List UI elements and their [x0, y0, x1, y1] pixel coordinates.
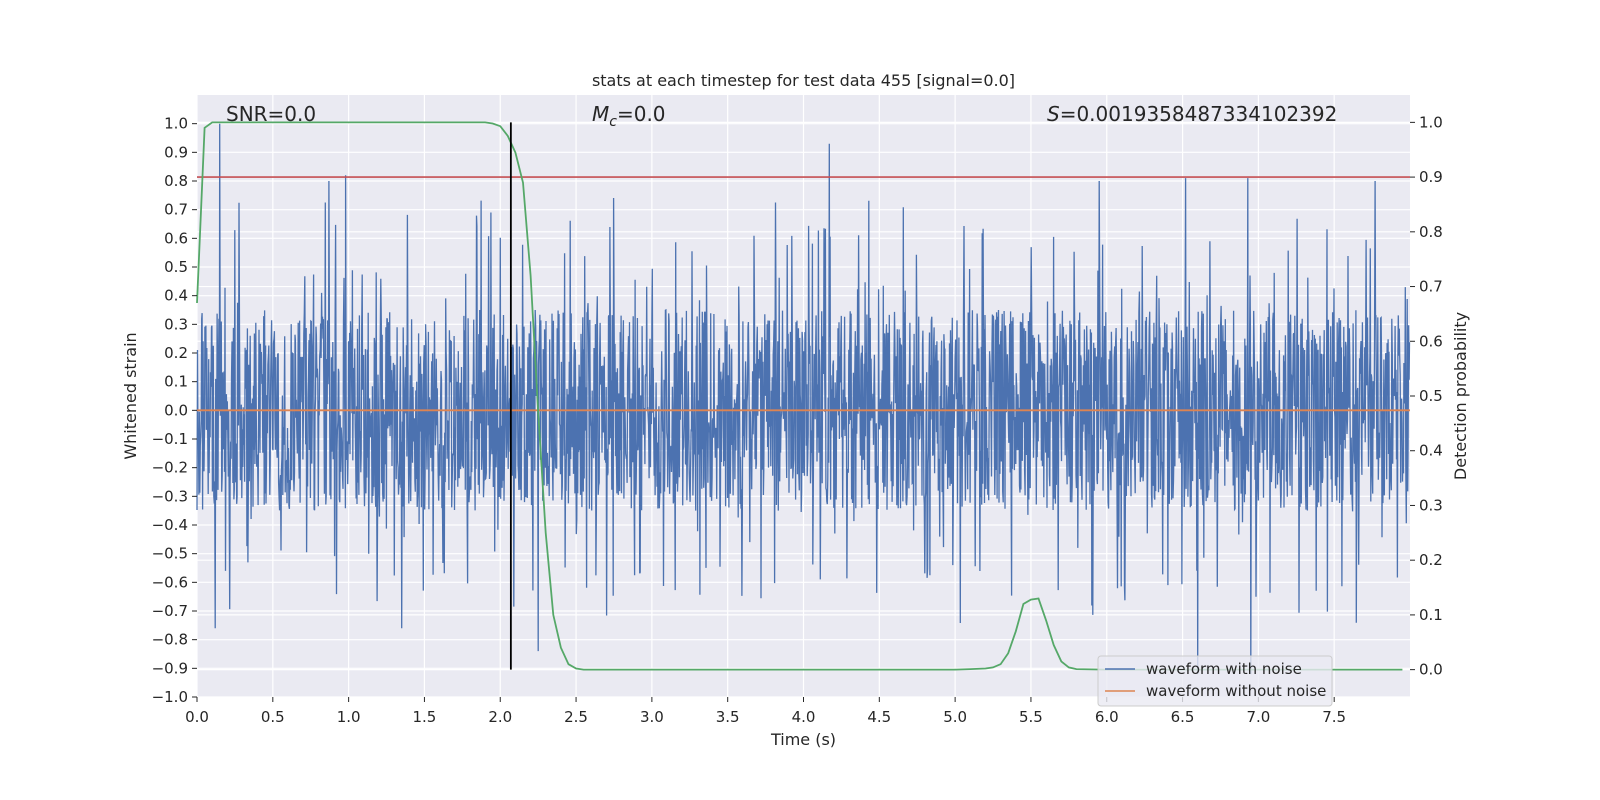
y-left-tick-label: 0.1 — [164, 373, 188, 391]
y-right-tick-label: 0.6 — [1419, 332, 1443, 350]
y-axis-left-label: Whitened strain — [121, 332, 140, 459]
series-waveform-with-noise — [196, 123, 1411, 675]
y-left-tick-label: 0.9 — [164, 143, 188, 161]
y-left-tick-label: 0.3 — [164, 315, 188, 333]
chirp-mass-value: =0.0 — [617, 102, 666, 126]
legend-box — [1097, 655, 1333, 707]
y-left-tick-label: 0.2 — [164, 344, 188, 362]
y-right-tick-label: 0.1 — [1419, 606, 1443, 624]
detection-probability-line — [196, 121, 1403, 671]
chirp-mass-symbol: M — [592, 102, 609, 126]
y-left-tick-label: −0.2 — [152, 459, 188, 477]
x-tick-label: 3.5 — [716, 708, 740, 726]
legend: waveform with noise waveform without noi… — [1097, 655, 1333, 707]
waveform-with-noise-line — [196, 123, 1411, 675]
x-axis-label: Time (s) — [770, 730, 836, 749]
y-left-tick-label: −0.4 — [152, 516, 188, 534]
legend-label-noise: waveform with noise — [1146, 660, 1302, 678]
y-right-tick-label: 0.5 — [1419, 387, 1443, 405]
y-right-tick-label: 0.7 — [1419, 278, 1443, 296]
x-tick-label: 7.5 — [1322, 708, 1346, 726]
x-tick-label: 4.5 — [867, 708, 891, 726]
chart-title: stats at each timestep for test data 455… — [592, 71, 1015, 90]
x-tick-label: 4.0 — [792, 708, 816, 726]
y-axis-right-ticks: 0.0 0.1 0.2 0.3 0.4 0.5 0.6 0.7 0.8 0.9 1.0 — [1410, 113, 1443, 679]
x-tick-label: 6.5 — [1171, 708, 1195, 726]
x-tick-label: 1.5 — [413, 708, 437, 726]
y-right-tick-label: 1.0 — [1419, 113, 1443, 131]
x-tick-label: 7.0 — [1246, 708, 1270, 726]
y-axis-right-label: Detection probability — [1451, 312, 1470, 480]
y-left-tick-label: −0.9 — [152, 659, 188, 677]
s-statistic-value: =0.0019358487334102392 — [1060, 102, 1338, 126]
legend-label-clean: waveform without noise — [1146, 682, 1326, 700]
series-detection-probability — [196, 121, 1403, 671]
y-left-tick-label: 0.0 — [164, 401, 188, 419]
chirp-mass-subscript: c — [609, 114, 617, 130]
y-right-tick-label: 0.8 — [1419, 223, 1443, 241]
y-left-tick-label: −1.0 — [152, 688, 188, 706]
y-left-tick-label: 0.7 — [164, 201, 188, 219]
y-left-tick-label: −0.1 — [152, 430, 188, 448]
y-left-tick-label: −0.3 — [152, 487, 188, 505]
y-left-tick-label: 0.8 — [164, 172, 188, 190]
x-tick-label: 6.0 — [1095, 708, 1119, 726]
snr-annotation: SNR=0.0 — [226, 102, 316, 126]
s-statistic-symbol: S — [1047, 102, 1060, 126]
y-left-tick-label: −0.7 — [152, 602, 188, 620]
s-statistic-annotation: S=0.0019358487334102392 — [1047, 102, 1337, 126]
y-left-tick-label: −0.6 — [152, 573, 188, 591]
y-left-tick-label: 1.0 — [164, 115, 188, 133]
y-left-tick-label: 0.6 — [164, 229, 188, 247]
y-right-tick-label: 0.9 — [1419, 168, 1443, 186]
y-left-tick-label: −0.5 — [152, 545, 188, 563]
x-tick-label: 0.0 — [185, 708, 209, 726]
x-tick-label: 2.0 — [488, 708, 512, 726]
chirp-mass-annotation: Mc=0.0 — [592, 102, 666, 130]
y-left-tick-label: 0.5 — [164, 258, 188, 276]
x-tick-label: 5.5 — [1019, 708, 1043, 726]
y-left-tick-label: 0.4 — [164, 287, 188, 305]
y-axis-left-ticks: −1.0 −0.9 −0.8 −0.7 −0.6 −0.5 −0.4 −0.3 −0.2 −0.1… — [152, 115, 197, 706]
y-right-tick-label: 0.4 — [1419, 442, 1443, 460]
x-tick-label: 3.0 — [640, 708, 664, 726]
y-right-tick-label: 0.2 — [1419, 551, 1443, 569]
x-tick-label: 0.5 — [261, 708, 285, 726]
y-right-tick-label: 0.0 — [1419, 661, 1443, 679]
x-axis-ticks: 0.0 0.5 1.0 1.5 2.0 2.5 3.0 3.5 4.0 4.5 5.0 5.5 6.0 6… — [185, 697, 1346, 726]
x-tick-label: 2.5 — [564, 708, 588, 726]
y-left-tick-label: −0.8 — [152, 631, 188, 649]
x-tick-label: 5.0 — [943, 708, 967, 726]
y-right-tick-label: 0.3 — [1419, 496, 1443, 514]
x-tick-label: 1.0 — [337, 708, 361, 726]
